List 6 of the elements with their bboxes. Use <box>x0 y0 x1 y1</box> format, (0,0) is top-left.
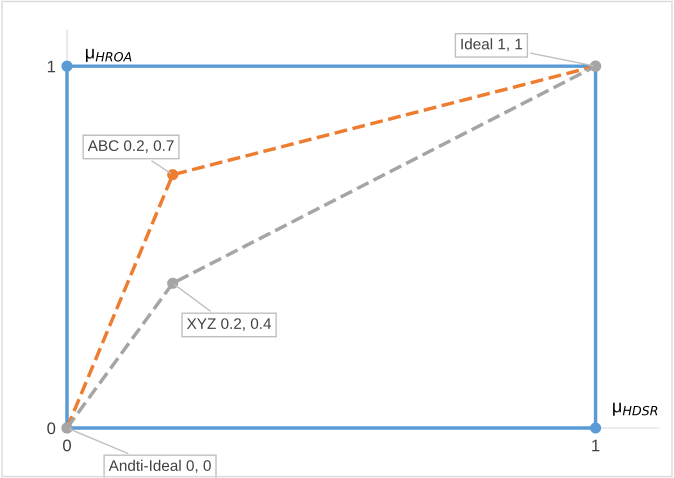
annotation: Andti-Ideal 0, 0 <box>108 460 211 473</box>
annotation: Ideal 1, 1 <box>461 38 522 52</box>
x-axis-title: μ$_{HDSR}$ <box>613 402 658 416</box>
annotation: ABC 0.2, 0.7 <box>88 140 174 153</box>
annotation: XYZ 0.2, 0.4 <box>186 318 272 331</box>
y-axis-title: μ$_{HROA}$ <box>86 48 132 62</box>
